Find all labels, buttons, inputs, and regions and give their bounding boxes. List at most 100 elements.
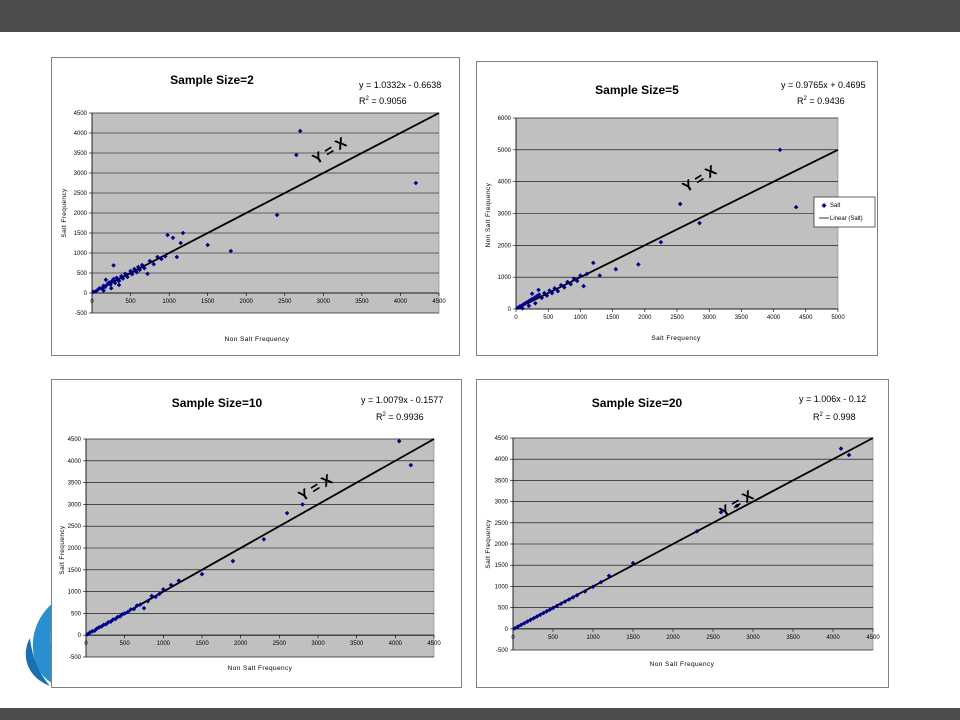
r2-prefix: R	[359, 96, 366, 106]
data-point	[114, 275, 119, 281]
r2-value: = 0.998	[823, 412, 856, 422]
axes	[89, 112, 440, 314]
r2-exponent: 2	[820, 412, 824, 418]
tick-labels: -500050010001500200025003000350040004500…	[74, 111, 447, 317]
data-point	[521, 301, 527, 307]
trend-equation: y = 1.0332x - 0.6638	[359, 80, 441, 90]
data-point	[547, 288, 552, 293]
data-point	[565, 279, 570, 285]
y-tick-label: 1500	[74, 231, 88, 237]
axes	[83, 438, 435, 658]
tick-labels: 0 1000 2000 3000 4000 5000 6000 0 500 1000 1500 200…	[498, 116, 846, 321]
data-point	[536, 292, 542, 297]
axes	[510, 437, 874, 651]
y-tick-label: 1000	[498, 275, 512, 281]
x-tick-label: 3000	[311, 641, 325, 647]
y-tick-label: 2500	[74, 191, 88, 197]
data-point	[230, 558, 236, 564]
data-point	[99, 286, 105, 291]
data-point	[108, 282, 113, 287]
data-point	[555, 288, 561, 294]
data-points	[515, 147, 799, 311]
data-point	[533, 300, 538, 306]
data-point	[558, 601, 564, 607]
x-tick-label: 2000	[666, 635, 680, 641]
data-point	[145, 598, 151, 604]
y-tick-label: 3500	[68, 481, 82, 487]
data-point	[408, 462, 414, 468]
x-tick-label: 2500	[706, 635, 720, 641]
x-tick-label: 3500	[735, 315, 749, 321]
data-point	[106, 280, 112, 285]
data-point	[550, 605, 556, 611]
x-tick-label: 1500	[201, 299, 215, 305]
y-tick-label: 2000	[74, 211, 88, 217]
data-point	[294, 152, 299, 158]
data-point	[103, 277, 109, 283]
x-tick-label: 1000	[586, 635, 600, 641]
data-point	[534, 614, 540, 619]
r2-prefix: R	[813, 412, 820, 422]
data-point	[525, 619, 530, 624]
data-point	[161, 587, 166, 592]
data-point	[180, 230, 186, 236]
data-point	[120, 611, 125, 617]
data-point	[630, 560, 636, 566]
x-tick-label: 1500	[626, 635, 640, 641]
data-point	[520, 306, 525, 311]
x-tick-label: 3500	[350, 641, 364, 647]
trend-equation: y = 0.9765x + 0.4695	[781, 80, 866, 90]
x-tick-label: 4500	[432, 299, 446, 305]
legend: Salt Linear (Salt)	[813, 196, 876, 228]
chart-1: -500050010001500200025003000350040004500…	[61, 73, 447, 343]
y-tick-label: 3000	[495, 500, 509, 506]
data-point	[176, 578, 182, 583]
data-point	[677, 201, 683, 207]
y-tick-label: 3000	[74, 171, 88, 177]
y-tick-label: 3500	[74, 151, 88, 157]
r2-prefix: R	[797, 96, 804, 106]
y-tick-label: 1500	[495, 563, 509, 569]
r2-exponent: 2	[366, 96, 370, 102]
chart-2: 0 1000 2000 3000 4000 5000 6000 0 500 1000 1500 200…	[485, 80, 876, 342]
data-point	[606, 573, 612, 579]
data-point	[547, 607, 553, 613]
y-tick-label: 4000	[495, 457, 509, 463]
chart-title: Sample Size=5	[595, 83, 679, 97]
data-point	[141, 605, 147, 611]
x-tick-label: 500	[126, 299, 137, 305]
data-point	[597, 273, 603, 278]
x-tick-label: 2500	[273, 641, 287, 647]
data-point	[613, 266, 619, 272]
y-tick-label: 2000	[498, 243, 512, 249]
data-point	[101, 283, 106, 289]
x-tick-label: 3500	[786, 635, 800, 641]
data-point	[697, 220, 702, 226]
x-tick-label: 3000	[703, 315, 717, 321]
data-point	[536, 287, 541, 293]
data-point	[162, 253, 168, 259]
data-point	[122, 271, 128, 277]
data-point	[125, 609, 131, 615]
data-point	[549, 290, 555, 296]
x-tick-label: 4000	[394, 299, 408, 305]
legend-marker-salt	[821, 203, 827, 208]
data-point	[102, 284, 108, 290]
x-tick-label: 0	[84, 641, 88, 647]
data-point	[116, 282, 122, 288]
y-tick-label: 1000	[74, 251, 88, 257]
r2-prefix: R	[376, 412, 383, 422]
chart-panel-4: -500 0 500 1000 1500 2000 2500 3000 3500 4000 4500…	[476, 379, 889, 688]
x-axis-label: Non Salt Frequency	[228, 665, 293, 672]
x-tick-label: 1000	[162, 299, 176, 305]
y-axis-label: Salt Frequency	[59, 525, 66, 575]
tick-labels: -500050010001500200025003000350040004500…	[495, 436, 881, 654]
x-axis-label: Non Salt Frequency	[650, 661, 715, 668]
y-tick-label: 4000	[498, 180, 512, 186]
y-tick-label: 4500	[74, 111, 88, 117]
y-tick-label: 3000	[68, 502, 82, 508]
data-point	[590, 260, 596, 266]
data-point	[558, 282, 564, 288]
x-axis-label: Non Salt Frequency	[225, 336, 290, 343]
x-tick-label: 1500	[195, 641, 209, 647]
